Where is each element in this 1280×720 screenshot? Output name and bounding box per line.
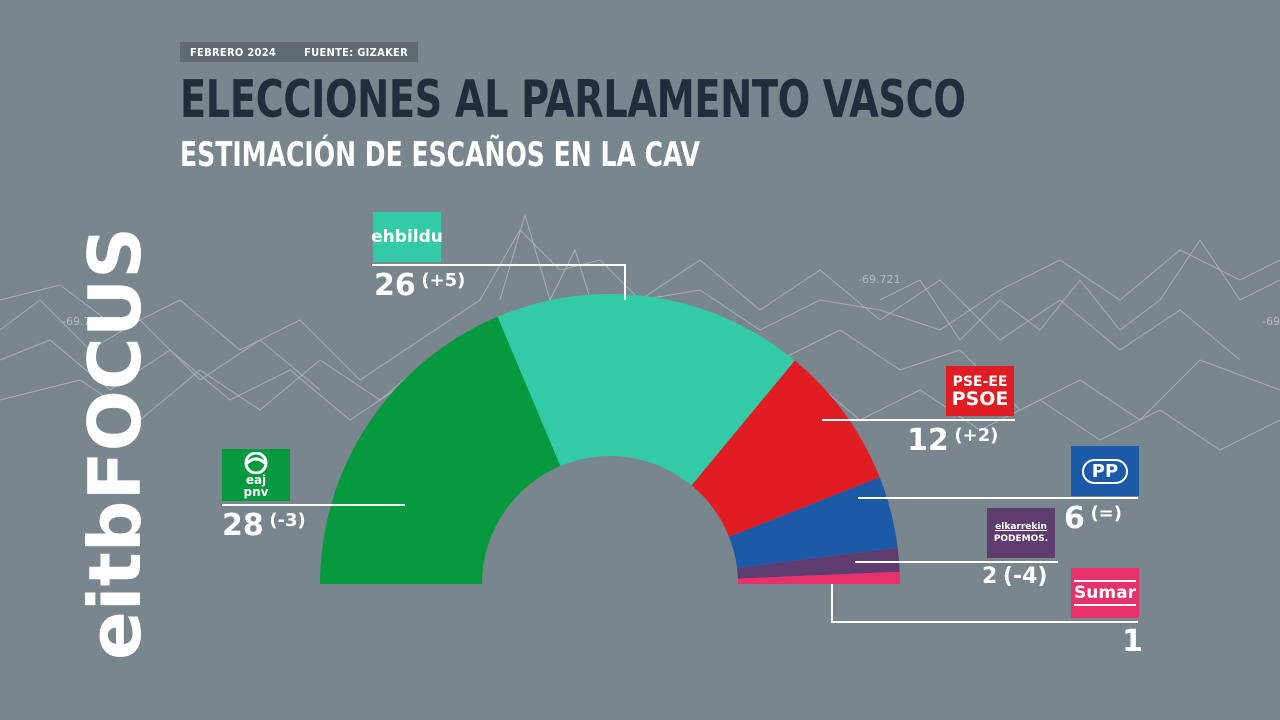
psoe-logo-bottom: PSOE [951, 388, 1009, 410]
meta-bar: FEBRERO 2024 FUENTE: GIZAKER [180, 42, 419, 62]
psoe-seats-label: 12 (+2) [907, 423, 998, 458]
seat-arc-sumar [737, 571, 900, 584]
eaj-pnv-logo: eaj pnv [222, 449, 290, 501]
sumar-logo: Sumar [1071, 568, 1139, 618]
page-title: ELECCIONES AL PARLAMENTO VASCO [180, 70, 966, 130]
seat-arcs [320, 293, 900, 584]
seat-arc-pse-ee-psoe [691, 360, 880, 537]
bildu-change: (+5) [421, 270, 466, 291]
sumar-seats-label: 1 [1122, 624, 1143, 659]
background-value-center: -69.721 [858, 273, 900, 286]
podemos-logo-bottom: PODEMOS. [993, 534, 1049, 544]
pnv-seats: 28 [222, 508, 264, 543]
seat-arc-eaj-pnv [320, 316, 561, 584]
bildu-seats-label: 26 (+5) [374, 268, 465, 303]
pnv-change: (-3) [269, 510, 306, 531]
pnv-seats-label: 28 (-3) [222, 508, 306, 543]
pp-seats-label: 6 (=) [1064, 501, 1122, 536]
psoe-seats: 12 [907, 423, 949, 458]
background-value-left: -69.721 [62, 315, 104, 328]
podemos-seats: 2 [982, 564, 998, 589]
pnv-symbol-icon [244, 452, 268, 474]
podemos-change: (-4) [1002, 564, 1048, 589]
pp-logo: PP [1071, 446, 1139, 496]
pp-logo-text: PP [1081, 458, 1129, 484]
seat-arc-ehbildu [497, 293, 795, 486]
leader-line-bildu [372, 264, 626, 300]
sumar-seats: 1 [1122, 624, 1143, 659]
ehbildu-logo-text: ehbildu [371, 227, 443, 247]
ehbildu-logo: ehbildu [371, 212, 443, 262]
psoe-change: (+2) [954, 425, 999, 446]
psoe-logo-top: PSE-EE [952, 374, 1008, 390]
eaj-pnv-logo-bottom: pnv [243, 485, 269, 499]
elkarrekin-podemos-logo: elkarrekin PODEMOS. [987, 508, 1055, 558]
bildu-seats: 26 [374, 268, 416, 303]
source-label: FUENTE: GIZAKER [304, 45, 409, 59]
page-subtitle: ESTIMACIÓN DE ESCAÑOS EN LA CAV [180, 135, 700, 175]
eitb-focus-logo: eitbFOCUS [73, 227, 157, 660]
pp-seats: 6 [1064, 501, 1085, 536]
background-value-right: -69 [1262, 315, 1280, 328]
pse-ee-psoe-logo: PSE-EE PSOE [946, 366, 1014, 416]
date-label: FEBRERO 2024 [190, 45, 277, 59]
leader-lines [222, 264, 1138, 623]
sumar-logo-text: Sumar [1074, 580, 1136, 606]
podemos-seats-label: 2 (-4) [982, 564, 1047, 589]
seat-arc-elkarrekin-podemos [736, 547, 900, 579]
eaj-pnv-logo-top: eaj [245, 473, 267, 487]
brand-name: eitbFOCUS [73, 227, 157, 660]
podemos-logo-top: elkarrekin [995, 522, 1047, 532]
leader-line-sumar [831, 584, 1138, 623]
seat-arc-pp [729, 477, 898, 568]
pp-change: (=) [1090, 503, 1122, 524]
